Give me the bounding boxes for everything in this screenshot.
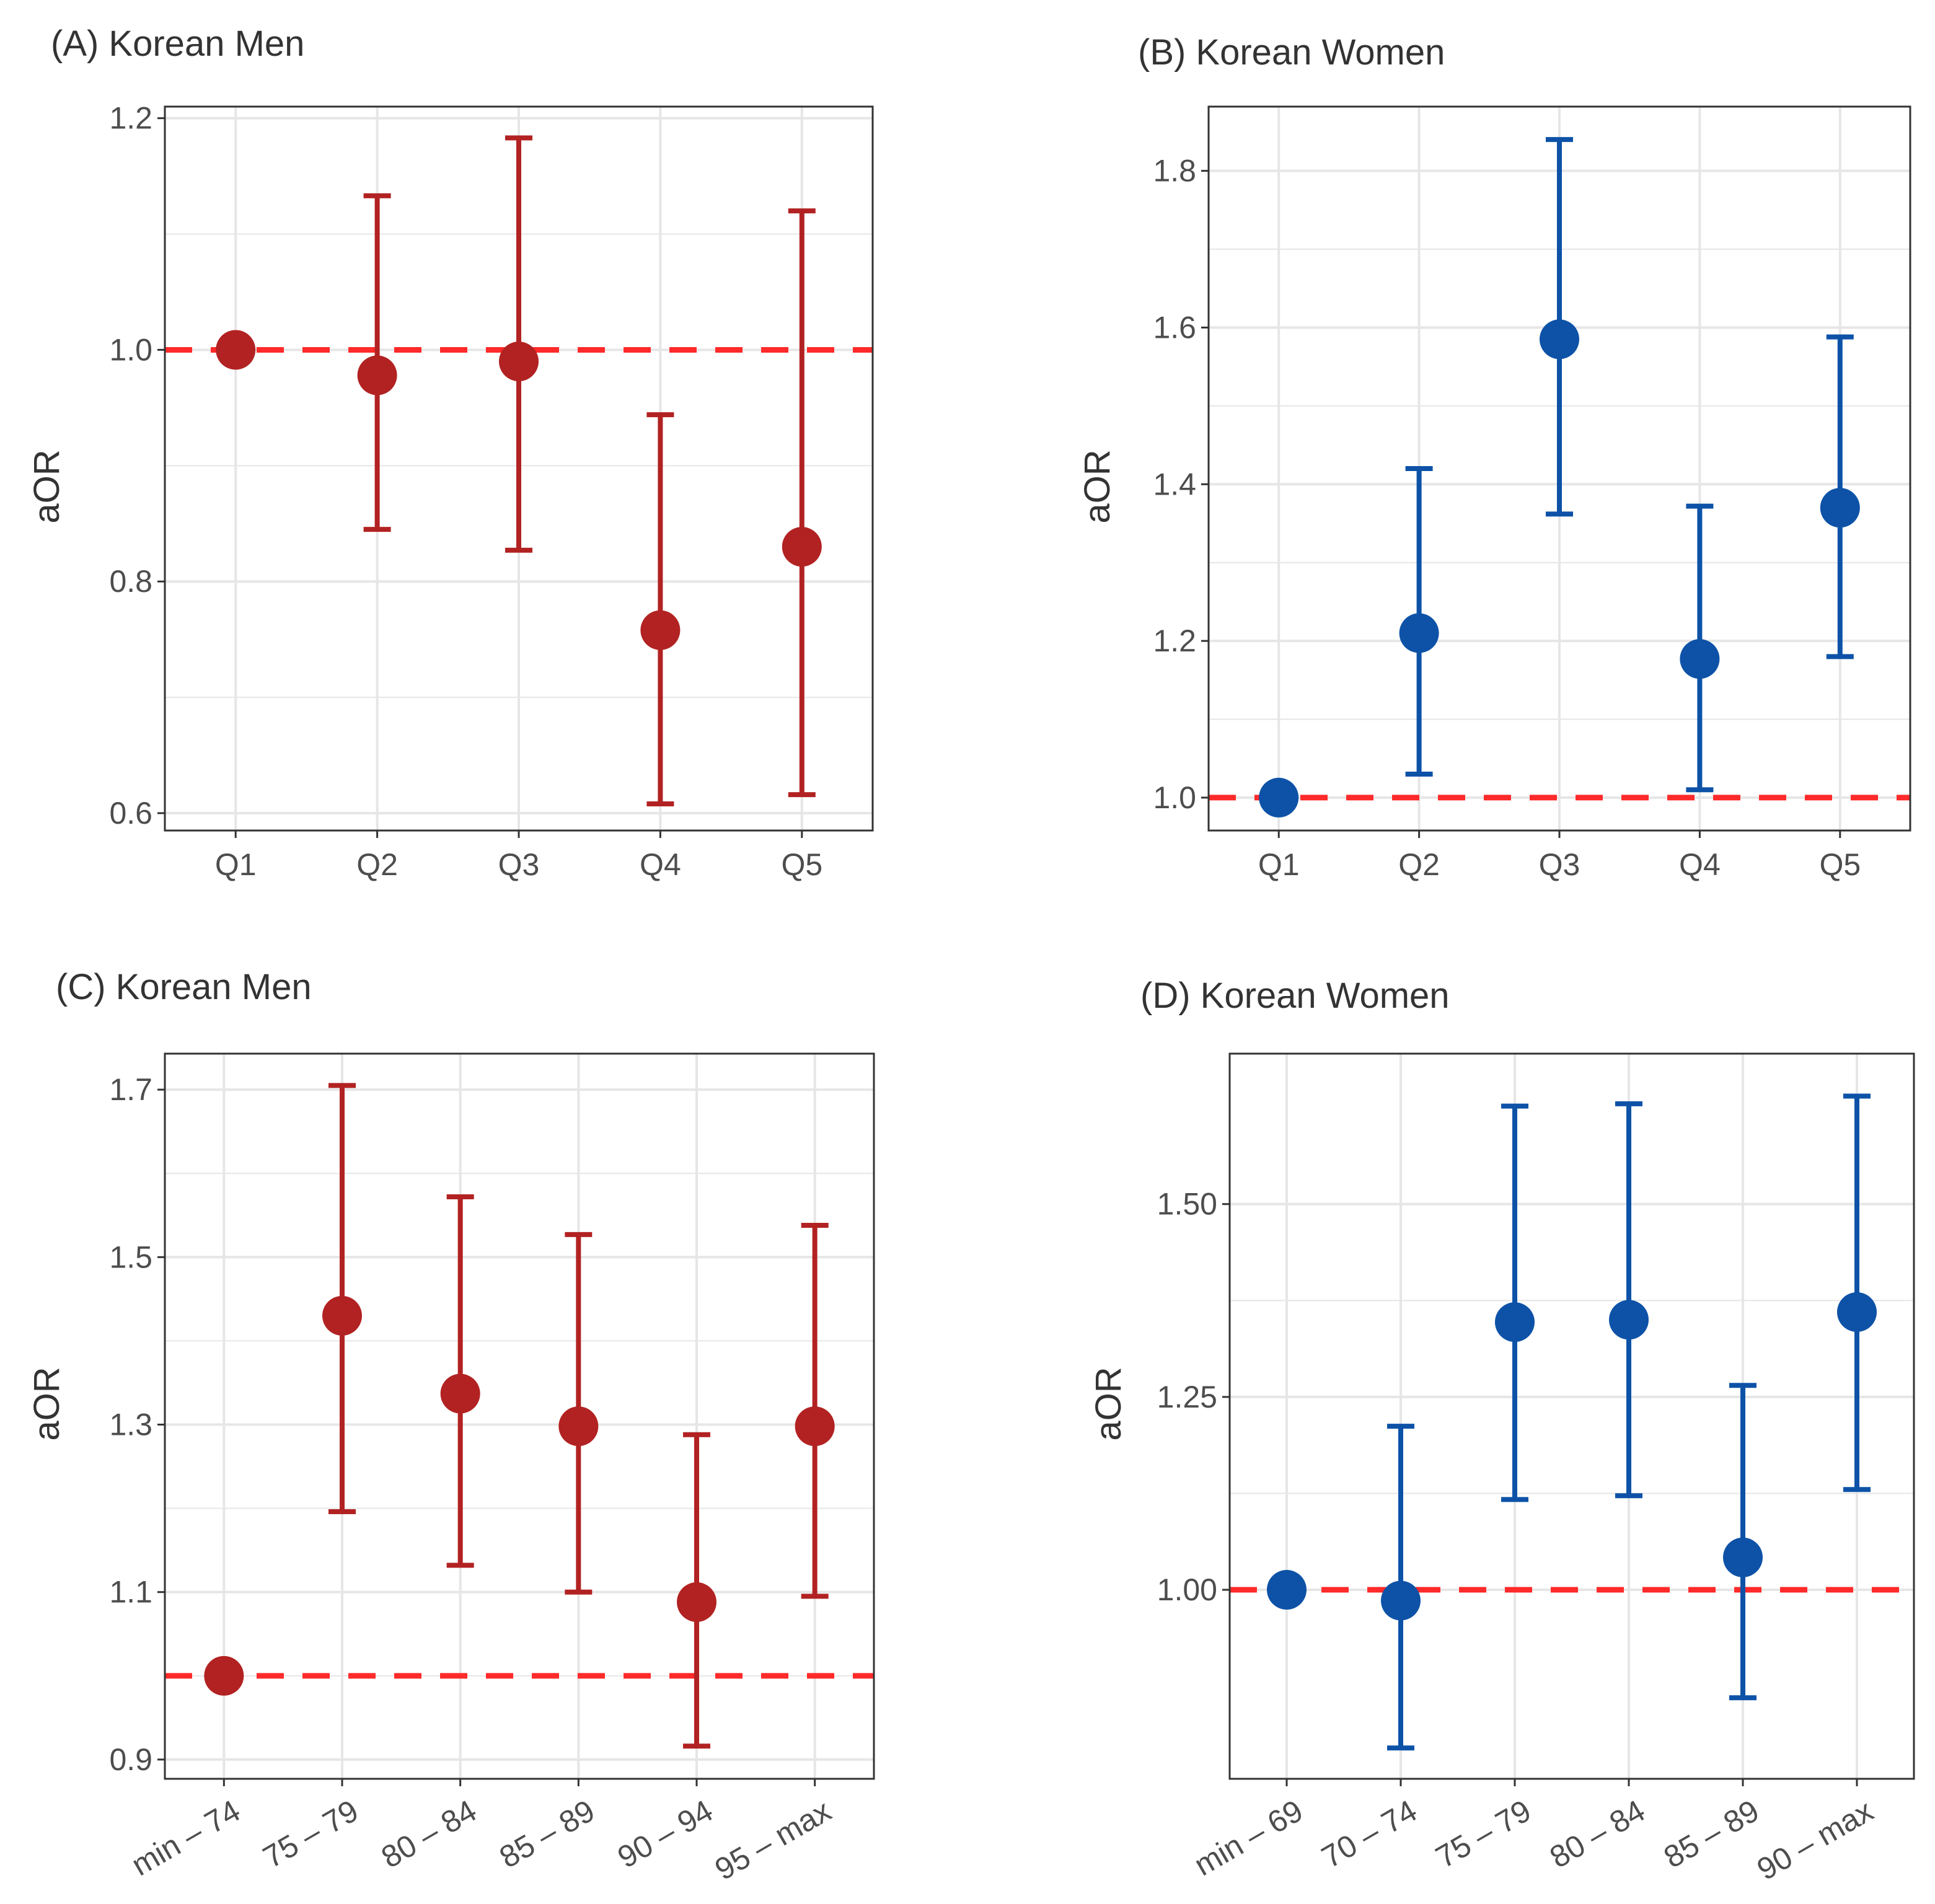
- plot-area: 0.6 0.8 1.0 1.2 Q1 Q2 Q3 Q4 Q5: [109, 101, 874, 882]
- y-tick-label: 1.8: [1153, 154, 1196, 188]
- y-tick-label: 1.6: [1153, 310, 1196, 345]
- x-tick-label: 90 – max: [1751, 1793, 1879, 1887]
- x-tick-label: 75 – 79: [1430, 1793, 1536, 1875]
- y-tick-label: 0.9: [109, 1742, 152, 1777]
- y-axis-title: aOR: [1088, 1367, 1129, 1440]
- panel-a: (A) Korean Men aOR 0.6 0.8 1.0 1.2 Q1 Q2 Q3 Q4 Q…: [27, 24, 874, 882]
- x-tick-label: min – 69: [1188, 1793, 1308, 1882]
- x-tick-label: 80 – 84: [376, 1793, 482, 1875]
- data-point: [499, 342, 539, 382]
- y-tick-label: 1.00: [1157, 1572, 1217, 1607]
- panel-title: (A) Korean Men: [51, 24, 304, 64]
- plot-area: 0.9 1.1 1.3 1.5 1.7 min – 74 75 – 79 80 – 84 85 …: [109, 1052, 875, 1887]
- panel-d: (D) Korean Women aOR 1.00 1.25 1.50 min – 6…: [1088, 976, 1915, 1887]
- data-point: [216, 330, 256, 370]
- y-tick-label: 1.50: [1157, 1187, 1217, 1222]
- panel-title: (B) Korean Women: [1138, 32, 1445, 73]
- x-tick-label: 85 – 89: [493, 1793, 600, 1875]
- data-point: [322, 1295, 362, 1336]
- x-tick-label: Q4: [640, 847, 681, 882]
- panel-border: [164, 1052, 875, 1780]
- data-point: [640, 610, 681, 650]
- y-tick-label: 1.2: [1153, 624, 1196, 658]
- data-point: [1267, 1570, 1307, 1610]
- x-tick-label: Q2: [1398, 847, 1440, 882]
- x-tick-label: 70 – 74: [1316, 1793, 1422, 1875]
- x-tick-label: min – 74: [126, 1793, 246, 1882]
- y-axis-title: aOR: [1077, 449, 1117, 523]
- y-tick-label: 1.25: [1157, 1380, 1217, 1414]
- y-tick-label: 1.5: [109, 1240, 152, 1274]
- y-axis-title: aOR: [27, 1367, 67, 1440]
- x-tick-label: Q5: [1819, 847, 1861, 882]
- x-tick-label: Q3: [498, 847, 540, 882]
- y-tick-label: 1.1: [109, 1575, 152, 1610]
- data-point: [1837, 1292, 1877, 1332]
- y-tick-label: 1.2: [109, 101, 152, 136]
- x-tick-label: Q4: [1679, 847, 1721, 882]
- y-tick-label: 1.7: [109, 1072, 152, 1107]
- data-point: [677, 1582, 716, 1622]
- data-point: [1540, 319, 1579, 359]
- data-point: [782, 527, 822, 567]
- plot-area: 1.00 1.25 1.50 min – 69 70 – 74 75 – 79 80 – 8…: [1157, 1052, 1915, 1887]
- x-tick-label: Q1: [215, 847, 257, 882]
- x-tick-label: 95 – max: [709, 1793, 837, 1887]
- plot-area: 1.0 1.2 1.4 1.6 1.8 Q1 Q2 Q3 Q4 Q5: [1153, 105, 1911, 882]
- data-point: [1399, 613, 1439, 653]
- y-tick-label: 1.3: [109, 1408, 152, 1442]
- data-point: [1680, 639, 1720, 679]
- y-axis-title: aOR: [27, 449, 67, 523]
- data-point: [1723, 1537, 1763, 1577]
- panel-title: (C) Korean Men: [56, 967, 312, 1007]
- x-tick-label: Q2: [356, 847, 398, 882]
- data-point: [204, 1655, 244, 1696]
- y-tick-label: 0.8: [109, 564, 152, 599]
- data-point: [558, 1406, 599, 1447]
- data-point: [1259, 777, 1299, 818]
- x-tick-label: 75 – 79: [257, 1793, 364, 1875]
- panel-c: (C) Korean Men aOR 0.9 1.1 1.3 1.5 1.7 min – …: [27, 967, 875, 1887]
- x-tick-label: Q3: [1539, 847, 1580, 882]
- data-point: [1495, 1302, 1535, 1342]
- x-tick-label: 90 – 94: [612, 1793, 718, 1875]
- panel-title: (D) Korean Women: [1140, 976, 1450, 1016]
- y-tick-label: 1.0: [1153, 780, 1196, 815]
- x-tick-label: Q5: [781, 847, 822, 882]
- y-tick-label: 0.6: [109, 796, 152, 831]
- data-point: [440, 1373, 480, 1414]
- y-tick-label: 1.0: [109, 332, 152, 367]
- data-point: [357, 355, 397, 395]
- x-tick-label: 80 – 84: [1544, 1793, 1651, 1875]
- x-tick-label: Q1: [1258, 847, 1300, 882]
- panel-b: (B) Korean Women aOR 1.0 1.2 1.4 1.6 1.8 Q1 Q2…: [1077, 32, 1911, 882]
- panel-border: [1228, 1052, 1915, 1780]
- y-tick-label: 1.4: [1153, 467, 1196, 501]
- data-point: [1820, 488, 1860, 528]
- data-point: [1381, 1580, 1421, 1621]
- data-point: [795, 1406, 835, 1447]
- x-tick-label: 85 – 89: [1658, 1793, 1765, 1875]
- data-point: [1609, 1300, 1649, 1340]
